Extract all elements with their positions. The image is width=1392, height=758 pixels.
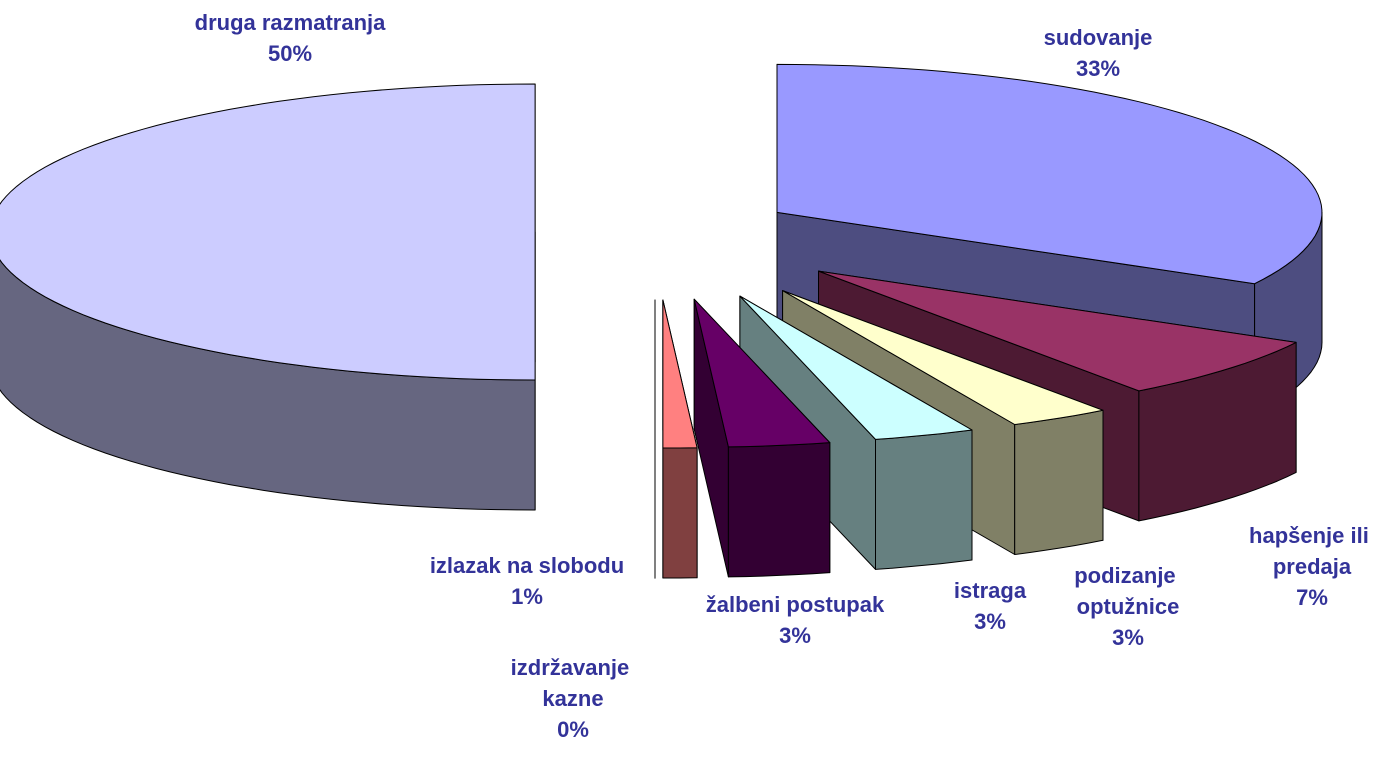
slice-top [776,63,1323,285]
slice-side [727,442,831,578]
slice-top [0,83,536,381]
slice-value-label: 0% [557,717,589,742]
slice-label: hapšenje ili predaja [1249,523,1375,579]
slice-top [782,290,1104,425]
slice [0,83,536,511]
slice-value-label: 1% [511,584,543,609]
slice-label: žalbeni postupak [706,592,885,617]
slice-label: podizanje optužnice [1074,563,1182,619]
slice-value-label: 3% [779,623,811,648]
slice-top [662,299,698,449]
slice-side [662,447,698,579]
slice-label: istraga [954,578,1027,603]
slice-label: sudovanje [1044,25,1153,50]
slice-label: izlazak na slobodu [430,553,624,578]
slice-value-label: 7% [1296,585,1328,610]
slice-label: izdržavanje kazne [511,655,636,711]
slice-label: druga razmatranja [195,10,386,35]
slice-top [739,295,973,440]
slice-side [1014,409,1104,555]
slice-value-label: 33% [1076,56,1120,81]
slice [693,298,831,578]
slice-value-label: 3% [1112,625,1144,650]
slice-side [875,429,973,570]
slice-top [818,270,1297,392]
slice-top [693,298,831,448]
slice-value-label: 3% [974,609,1006,634]
slice-value-label: 50% [268,41,312,66]
slice [662,299,698,579]
